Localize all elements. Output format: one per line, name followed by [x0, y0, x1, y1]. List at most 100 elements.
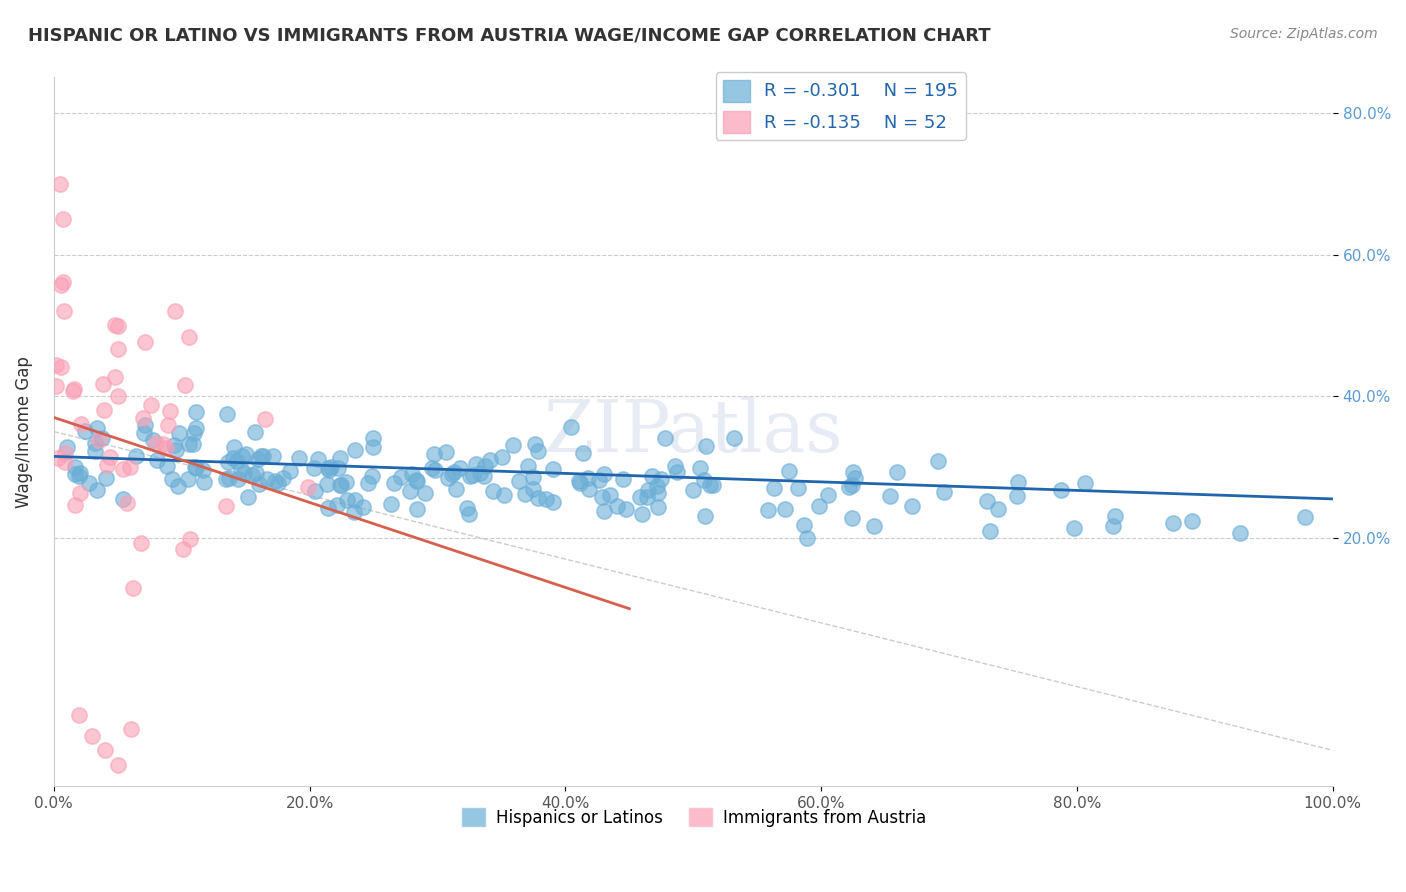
Hispanics or Latinos	[357, 476, 380, 491]
Hispanics or Latinos	[165, 442, 187, 457]
Immigrants from Austria	[172, 541, 194, 556]
Hispanics or Latinos	[288, 451, 311, 466]
Hispanics or Latinos	[665, 466, 688, 480]
Hispanics or Latinos	[232, 466, 254, 480]
Hispanics or Latinos	[841, 478, 863, 492]
Hispanics or Latinos	[492, 488, 515, 502]
Immigrants from Austria	[165, 303, 187, 318]
Hispanics or Latinos	[773, 502, 796, 516]
Hispanics or Latinos	[449, 461, 471, 475]
Hispanics or Latinos	[218, 470, 240, 484]
Hispanics or Latinos	[413, 486, 436, 500]
Immigrants from Austria	[215, 499, 238, 513]
Immigrants from Austria	[53, 446, 76, 460]
Hispanics or Latinos	[91, 431, 114, 445]
Hispanics or Latinos	[83, 435, 105, 450]
Hispanics or Latinos	[534, 492, 557, 507]
Immigrants from Austria	[156, 417, 179, 432]
Immigrants from Austria	[46, 450, 69, 465]
Hispanics or Latinos	[191, 463, 214, 477]
Hispanics or Latinos	[808, 499, 831, 513]
Hispanics or Latinos	[1049, 483, 1071, 497]
Hispanics or Latinos	[55, 440, 77, 454]
Hispanics or Latinos	[304, 483, 326, 498]
Legend: Hispanics or Latinos, Immigrants from Austria: Hispanics or Latinos, Immigrants from Au…	[454, 800, 932, 834]
Hispanics or Latinos	[458, 468, 481, 483]
Hispanics or Latinos	[335, 475, 357, 489]
Hispanics or Latinos	[1101, 519, 1123, 533]
Hispanics or Latinos	[179, 436, 201, 450]
Immigrants from Austria	[93, 403, 115, 417]
Hispanics or Latinos	[979, 524, 1001, 538]
Hispanics or Latinos	[1294, 510, 1316, 524]
Hispanics or Latinos	[96, 471, 118, 485]
Hispanics or Latinos	[307, 451, 329, 466]
Hispanics or Latinos	[329, 477, 352, 491]
Hispanics or Latinos	[778, 464, 800, 478]
Hispanics or Latinos	[112, 492, 135, 507]
Hispanics or Latinos	[543, 462, 565, 476]
Immigrants from Austria	[107, 342, 129, 356]
Hispanics or Latinos	[465, 457, 488, 471]
Hispanics or Latinos	[360, 468, 382, 483]
Hispanics or Latinos	[568, 475, 591, 489]
Hispanics or Latinos	[517, 458, 540, 473]
Hispanics or Latinos	[588, 474, 610, 488]
Hispanics or Latinos	[193, 475, 215, 489]
Immigrants from Austria	[121, 581, 143, 595]
Hispanics or Latinos	[361, 441, 384, 455]
Text: ZIPatlas: ZIPatlas	[544, 396, 844, 467]
Hispanics or Latinos	[391, 469, 413, 483]
Immigrants from Austria	[159, 404, 181, 418]
Hispanics or Latinos	[235, 447, 257, 461]
Hispanics or Latinos	[682, 483, 704, 497]
Hispanics or Latinos	[318, 460, 340, 475]
Hispanics or Latinos	[463, 468, 485, 483]
Hispanics or Latinos	[250, 449, 273, 463]
Hispanics or Latinos	[169, 425, 191, 440]
Hispanics or Latinos	[508, 475, 530, 489]
Hispanics or Latinos	[245, 466, 267, 480]
Immigrants from Austria	[93, 376, 115, 391]
Immigrants from Austria	[120, 722, 142, 736]
Hispanics or Latinos	[628, 490, 651, 504]
Hispanics or Latinos	[599, 488, 621, 502]
Hispanics or Latinos	[77, 475, 100, 490]
Immigrants from Austria	[52, 275, 75, 289]
Hispanics or Latinos	[524, 436, 547, 450]
Hispanics or Latinos	[343, 443, 366, 458]
Hispanics or Latinos	[654, 431, 676, 445]
Hispanics or Latinos	[437, 471, 460, 485]
Immigrants from Austria	[96, 458, 118, 472]
Hispanics or Latinos	[841, 511, 863, 525]
Immigrants from Austria	[87, 433, 110, 447]
Hispanics or Latinos	[456, 501, 478, 516]
Immigrants from Austria	[179, 532, 201, 546]
Hispanics or Latinos	[527, 491, 550, 505]
Text: HISPANIC OR LATINO VS IMMIGRANTS FROM AUSTRIA WAGE/INCOME GAP CORRELATION CHART: HISPANIC OR LATINO VS IMMIGRANTS FROM AU…	[28, 27, 991, 45]
Hispanics or Latinos	[406, 502, 429, 516]
Hispanics or Latinos	[422, 448, 444, 462]
Hispanics or Latinos	[186, 461, 208, 475]
Hispanics or Latinos	[271, 471, 294, 485]
Hispanics or Latinos	[987, 502, 1010, 516]
Hispanics or Latinos	[541, 494, 564, 508]
Hispanics or Latinos	[361, 431, 384, 445]
Hispanics or Latinos	[86, 483, 108, 498]
Hispanics or Latinos	[278, 464, 301, 478]
Hispanics or Latinos	[256, 472, 278, 486]
Hispanics or Latinos	[321, 460, 343, 475]
Hispanics or Latinos	[399, 483, 422, 498]
Hispanics or Latinos	[934, 485, 956, 500]
Immigrants from Austria	[53, 455, 76, 469]
Hispanics or Latinos	[405, 473, 427, 487]
Hispanics or Latinos	[647, 486, 669, 500]
Hispanics or Latinos	[162, 471, 184, 485]
Hispanics or Latinos	[723, 431, 745, 445]
Hispanics or Latinos	[184, 405, 207, 419]
Hispanics or Latinos	[229, 462, 252, 476]
Immigrants from Austria	[129, 535, 152, 549]
Immigrants from Austria	[69, 486, 91, 500]
Hispanics or Latinos	[695, 439, 717, 453]
Hispanics or Latinos	[1074, 476, 1097, 491]
